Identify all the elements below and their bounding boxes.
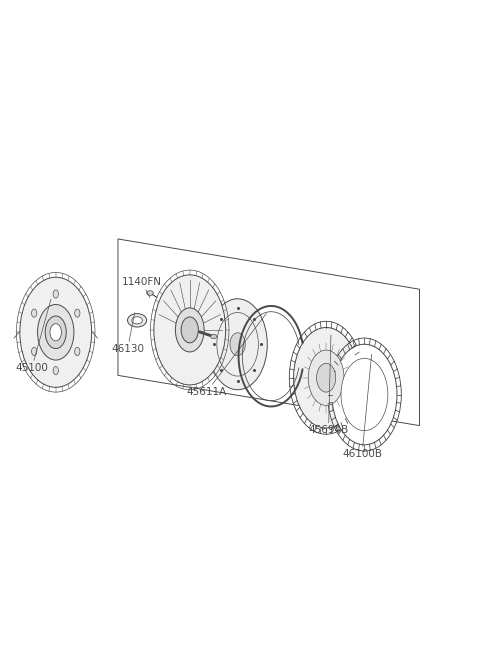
Ellipse shape — [211, 335, 217, 339]
Ellipse shape — [53, 367, 59, 375]
Ellipse shape — [175, 308, 204, 352]
Text: 46100B: 46100B — [342, 354, 382, 459]
Text: 1140FN: 1140FN — [122, 277, 162, 298]
Ellipse shape — [20, 277, 92, 387]
Ellipse shape — [128, 314, 147, 327]
Ellipse shape — [45, 316, 66, 348]
Text: 45611A: 45611A — [186, 314, 266, 397]
Ellipse shape — [32, 347, 37, 356]
Ellipse shape — [75, 309, 80, 317]
Ellipse shape — [50, 324, 61, 341]
Ellipse shape — [37, 305, 74, 360]
Text: 45694B: 45694B — [309, 335, 348, 436]
Ellipse shape — [230, 333, 245, 356]
Ellipse shape — [147, 291, 154, 295]
Ellipse shape — [75, 347, 80, 356]
Ellipse shape — [181, 317, 198, 343]
Ellipse shape — [341, 358, 388, 431]
Ellipse shape — [308, 350, 344, 405]
Ellipse shape — [32, 309, 37, 317]
Ellipse shape — [294, 328, 359, 428]
Ellipse shape — [332, 345, 397, 445]
Ellipse shape — [317, 364, 336, 392]
Text: 46130: 46130 — [111, 312, 144, 354]
Text: 45100: 45100 — [15, 299, 51, 373]
Ellipse shape — [208, 299, 267, 390]
Ellipse shape — [132, 317, 143, 324]
Ellipse shape — [53, 290, 59, 298]
Ellipse shape — [154, 275, 226, 385]
